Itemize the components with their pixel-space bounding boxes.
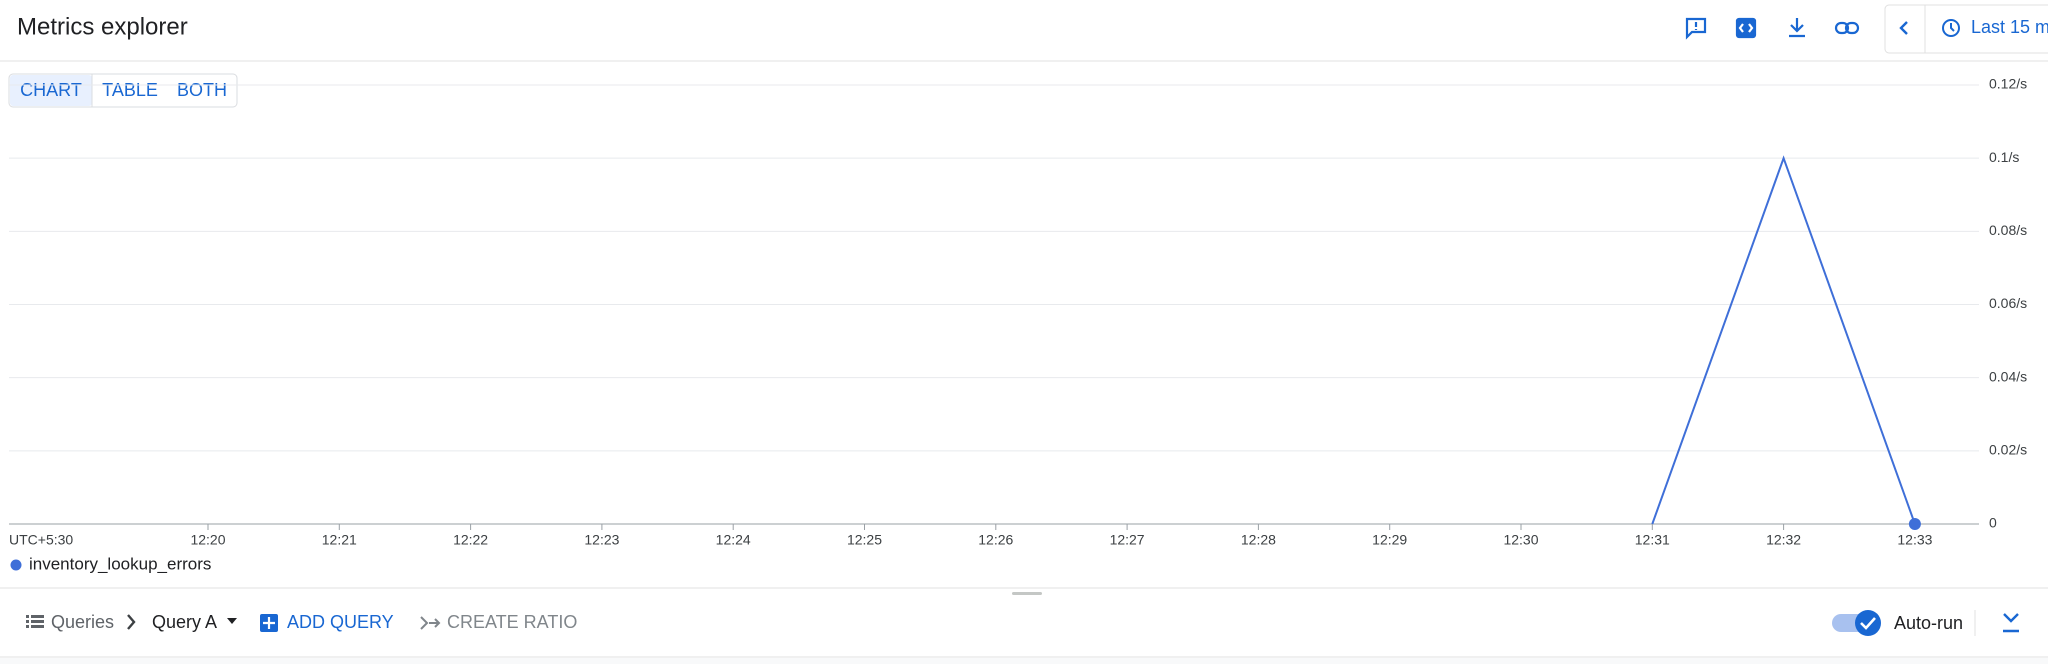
add-query[interactable]: ADD QUERY: [287, 612, 394, 632]
y-tick-label: 0.02/s: [1989, 442, 2027, 458]
y-tick-label: 0.04/s: [1989, 368, 2027, 384]
x-tick-label: 12:24: [716, 532, 751, 548]
data-line: [1651, 155, 1916, 525]
x-tick-label: 12:29: [1372, 532, 1407, 548]
x-tick-label: 12:30: [1503, 532, 1538, 548]
x-tick-label: 12:21: [322, 532, 357, 548]
time-range[interactable]: Last 15 m: [1971, 17, 2048, 37]
x-tick-label: 12:25: [847, 532, 882, 548]
page-title: Metrics explorer: [17, 13, 188, 40]
auto-run-label: Auto-run: [1894, 613, 1963, 633]
auto-run-check: [1860, 617, 1876, 630]
x-tick-label: 12:33: [1897, 532, 1932, 548]
legend-swatch: [10, 559, 22, 571]
x-tick-label: 12:26: [978, 532, 1013, 548]
y-tick-label: 0.08/s: [1989, 222, 2027, 238]
header-icons: [1685, 17, 1860, 40]
toggle-table[interactable]: TABLE: [102, 80, 158, 100]
y-tick-label: 0: [1989, 515, 1997, 531]
prev-button[interactable]: [1899, 21, 1908, 35]
add-plus: [263, 617, 275, 629]
x-axis-label: UTC+5:30: [9, 532, 73, 548]
code-icon[interactable]: [1735, 17, 1757, 39]
auto-run-knob[interactable]: [1855, 610, 1881, 636]
x-tick-label: 12:28: [1241, 532, 1276, 548]
create-ratio: CREATE RATIO: [447, 612, 577, 632]
query-name[interactable]: Query A: [152, 612, 217, 632]
ratio-icon: [420, 616, 441, 630]
toggle-chart[interactable]: CHART: [20, 80, 82, 100]
x-tick-label: 12:27: [1110, 532, 1145, 548]
x-tick-label: 12:32: [1766, 532, 1801, 548]
legend-label: inventory_lookup_errors: [29, 554, 211, 573]
query-dropdown[interactable]: [227, 618, 237, 624]
bottom-strip: [0, 658, 2048, 664]
clock-icon: [1942, 19, 1960, 37]
queries-icon: [26, 615, 44, 628]
selected-option: [10, 75, 92, 106]
y-tick-label: 0.12/s: [1989, 76, 2027, 92]
y-tick-label: 0.1/s: [1989, 149, 2019, 165]
queries-label[interactable]: Queries: [51, 612, 114, 632]
x-tick-label: 12:20: [190, 532, 225, 548]
y-tick-label: 0.06/s: [1989, 295, 2027, 311]
data-point: [1908, 518, 1921, 530]
breadcrumb-chevron: [127, 614, 136, 630]
x-tick-label: 12:31: [1635, 532, 1670, 548]
toggle-both[interactable]: BOTH: [177, 80, 227, 100]
resize-handle[interactable]: [1012, 592, 1042, 595]
download-icon[interactable]: [1789, 18, 1805, 38]
collapse-icon[interactable]: [2003, 613, 2019, 633]
clock-hands: [1950, 23, 1955, 32]
link-icon[interactable]: [1834, 21, 1860, 35]
feedback-icon[interactable]: [1685, 17, 1707, 40]
x-tick-label: 12:22: [453, 532, 488, 548]
time-range-box: [1884, 4, 2048, 54]
x-tick-label: 12:23: [584, 532, 619, 548]
